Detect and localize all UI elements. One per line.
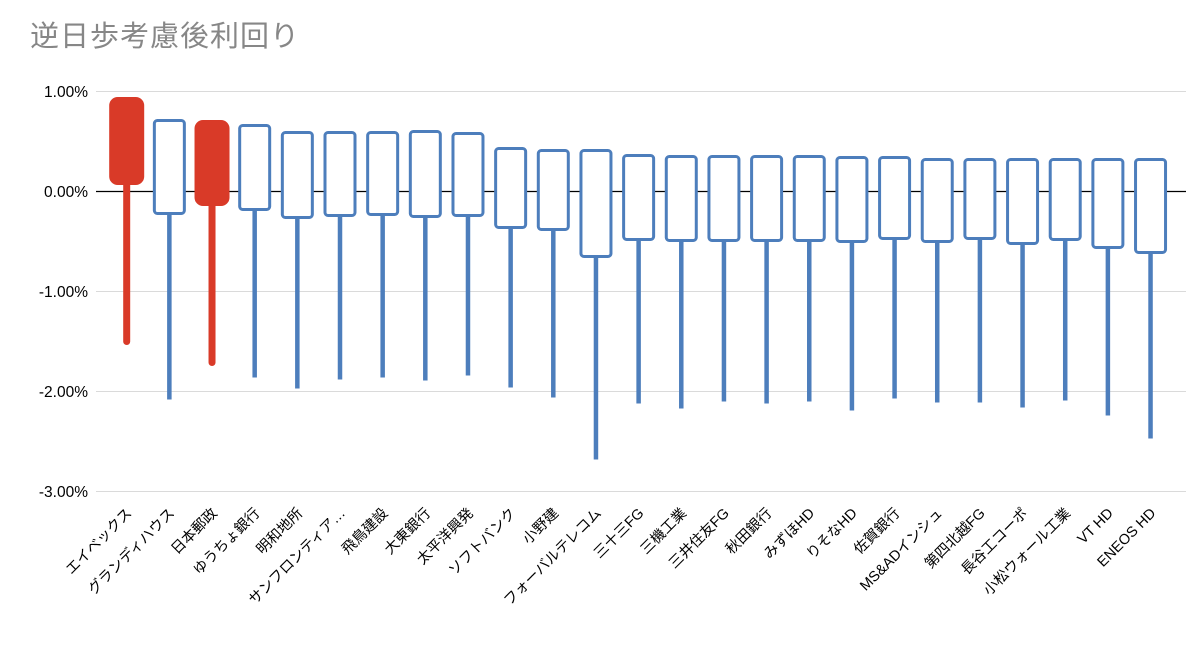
candlestick (152, 119, 186, 400)
candle-body-hollow (536, 149, 570, 231)
candlestick (750, 155, 784, 404)
candlestick (366, 131, 400, 378)
candlestick (194, 120, 230, 366)
y-axis-tick-label: -1.00% (39, 284, 88, 301)
candlestick (622, 154, 656, 404)
candle-body-hollow (1091, 158, 1125, 249)
candlestick (579, 149, 613, 460)
candle-body-filled (194, 120, 230, 206)
candle-body-hollow (878, 156, 912, 240)
candlestick (451, 132, 485, 376)
candlestick (1091, 158, 1125, 416)
candle-body-filled (109, 97, 145, 185)
candlestick (408, 130, 442, 381)
chart-title: 逆日歩考慮後利回り (30, 21, 301, 53)
candle-body-hollow (750, 155, 784, 242)
candle-body-hollow (366, 131, 400, 216)
candlestick (707, 155, 741, 402)
candle-body-hollow (323, 131, 357, 217)
candlestick (238, 124, 272, 378)
candle-body-hollow (622, 154, 656, 241)
candle-body-hollow (152, 119, 186, 215)
candlestick (280, 131, 314, 389)
y-axis-tick-label: 1.00% (44, 84, 88, 101)
candle-body-hollow (238, 124, 272, 211)
candle-body-hollow (494, 147, 528, 229)
candlestick (1048, 158, 1082, 401)
candlestick (536, 149, 570, 398)
candle-body-hollow (792, 155, 826, 242)
candlestick (1006, 158, 1040, 408)
candlestick (664, 155, 698, 409)
candle-body-hollow (664, 155, 698, 242)
y-axis-tick-label: -2.00% (39, 384, 88, 401)
candlestick (963, 158, 997, 403)
candle-body-hollow (1006, 158, 1040, 245)
x-axis-category-label: VT HD (1075, 506, 1117, 548)
candle-body-hollow (963, 158, 997, 240)
candlestick (835, 156, 869, 411)
candlestick (109, 97, 145, 345)
y-axis-tick-label: -3.00% (39, 484, 88, 501)
candle-body-hollow (408, 130, 442, 218)
y-axis-tick-label: 0.00% (44, 184, 88, 201)
candle-body-hollow (707, 155, 741, 242)
candle-body-hollow (579, 149, 613, 258)
candlestick (920, 158, 954, 403)
candlestick (1134, 158, 1168, 439)
candle-body-hollow (835, 156, 869, 243)
candlestick (494, 147, 528, 388)
candlestick (323, 131, 357, 380)
candlestick (878, 156, 912, 399)
candle-body-hollow (1048, 158, 1082, 241)
candle-body-hollow (451, 132, 485, 217)
candlestick (792, 155, 826, 402)
candle-body-hollow (280, 131, 314, 219)
candle-body-hollow (1134, 158, 1168, 254)
x-axis-category-label: 小野建 (519, 505, 562, 548)
candle-body-hollow (920, 158, 954, 243)
x-axis-category-label: 飛鳥建設 (338, 505, 391, 558)
